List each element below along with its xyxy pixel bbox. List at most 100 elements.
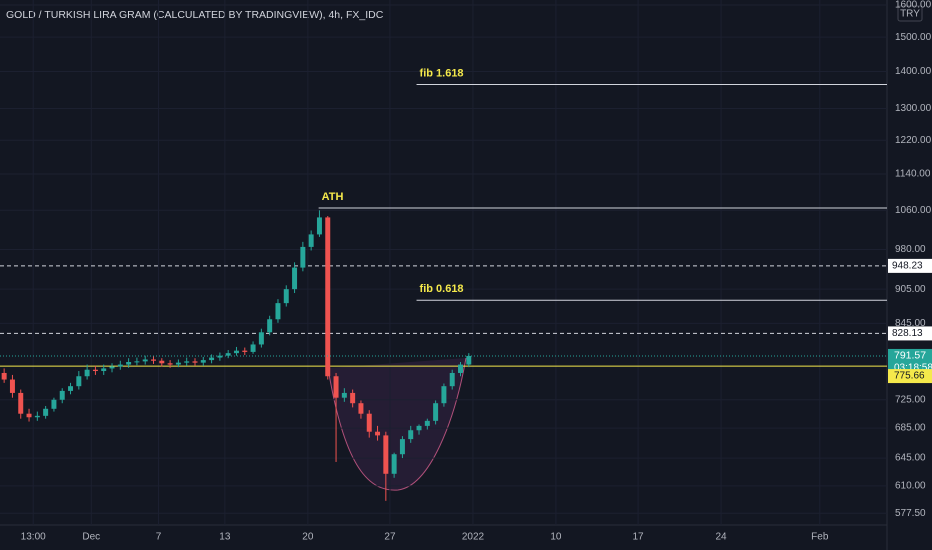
candle-body <box>101 368 107 372</box>
x-tick-label: 13:00 <box>21 532 46 543</box>
candle-body <box>441 386 447 404</box>
candle-body <box>9 379 15 393</box>
candle-body <box>59 390 65 400</box>
y-tick-label: 980.00 <box>895 244 926 255</box>
y-tick-label: 685.00 <box>895 423 926 434</box>
candle-body <box>366 413 372 432</box>
candle-body <box>134 361 140 363</box>
candle-body <box>225 353 231 356</box>
candle-body <box>51 399 57 409</box>
candle-body <box>200 360 206 363</box>
cup-pattern <box>327 357 467 491</box>
candle-body <box>159 360 165 364</box>
candle-body <box>391 454 397 474</box>
x-tick-label: 10 <box>550 532 562 543</box>
candle-body <box>209 357 215 361</box>
level-badge <box>888 326 932 341</box>
candle-body <box>408 430 414 440</box>
y-tick-label: 1300.00 <box>895 103 932 114</box>
countdown-label: 03:18:58 <box>894 363 932 374</box>
level-label: 828.13 <box>892 328 923 339</box>
candle-body <box>84 369 90 377</box>
candle-body <box>449 372 455 387</box>
candle-body <box>117 364 123 367</box>
x-tick-label: 2022 <box>462 532 485 543</box>
x-tick-label: 20 <box>302 532 314 543</box>
candle-body <box>1 372 7 380</box>
y-tick-label: 610.00 <box>895 481 926 492</box>
candle-body <box>308 234 314 247</box>
candle-body <box>109 366 115 369</box>
support-label: 775.66 <box>894 371 925 382</box>
y-tick-label: 725.00 <box>895 394 926 405</box>
candle-body <box>424 420 430 426</box>
annotation-label: ATH <box>322 191 344 203</box>
candle-body <box>267 319 273 333</box>
x-tick-label: 17 <box>633 532 645 543</box>
candle-body <box>300 246 306 268</box>
candle-body <box>383 435 389 474</box>
x-tick-label: 13 <box>219 532 231 543</box>
y-tick-label: 1600.00 <box>895 0 932 11</box>
annotation-label: fib 1.618 <box>420 67 464 79</box>
candle-body <box>358 403 364 414</box>
currency-badge[interactable] <box>897 5 923 22</box>
candle-body <box>34 415 40 418</box>
y-tick-label: 905.00 <box>895 284 926 295</box>
candle-body <box>333 376 339 398</box>
y-tick-label: 645.00 <box>895 453 926 464</box>
y-tick-label: 1060.00 <box>895 205 932 216</box>
candle-body <box>18 392 24 414</box>
y-tick-label: 845.00 <box>895 318 926 329</box>
candle-body <box>167 363 173 365</box>
y-tick-label: 1220.00 <box>895 135 932 146</box>
chart-title: GOLD / TURKISH LIRA GRAM (CALCULATED BY … <box>6 9 384 21</box>
candle-body <box>250 344 256 352</box>
candle-body <box>233 350 239 354</box>
level-badge <box>888 258 932 273</box>
x-tick-label: 27 <box>384 532 396 543</box>
candle-body <box>341 392 347 398</box>
candle-body <box>325 217 331 377</box>
candle-body <box>275 303 281 320</box>
y-tick-label: 1400.00 <box>895 66 932 77</box>
candle-body <box>316 217 322 235</box>
annotation-label: fib 0.618 <box>420 283 464 295</box>
candle-body <box>68 386 74 391</box>
candle-body <box>151 359 156 361</box>
candle-body <box>458 364 463 373</box>
candle-body <box>433 403 439 421</box>
y-tick-label: 577.50 <box>895 508 926 519</box>
y-tick-label: 1140.00 <box>895 169 931 180</box>
level-label: 948.23 <box>892 261 923 272</box>
last-price-label: 791.57 <box>894 350 926 362</box>
candle-body <box>258 332 264 345</box>
candle-body <box>399 439 405 455</box>
candle-body <box>416 425 422 431</box>
candle-body <box>175 362 181 365</box>
candle-body <box>192 361 198 363</box>
candle-body <box>466 355 472 365</box>
candle-body <box>76 376 82 387</box>
candle-body <box>292 267 298 290</box>
y-tick-label: 1500.00 <box>895 32 932 43</box>
candle-body <box>375 431 381 436</box>
candle-body <box>184 361 190 363</box>
support-badge <box>888 369 932 384</box>
candle-body <box>26 413 32 418</box>
candle-body <box>350 392 356 404</box>
x-tick-label: Feb <box>811 532 829 543</box>
x-tick-label: 7 <box>156 532 162 543</box>
x-tick-label: 24 <box>715 532 727 543</box>
candle-body <box>126 362 132 365</box>
candle-body <box>283 289 289 304</box>
x-tick-label: Dec <box>82 532 100 543</box>
candle-body <box>43 408 49 416</box>
candle-body <box>142 359 148 362</box>
currency-label: TRY <box>900 9 920 20</box>
candle-body <box>92 369 98 372</box>
candle-body <box>242 350 248 352</box>
candle-body <box>217 355 223 358</box>
